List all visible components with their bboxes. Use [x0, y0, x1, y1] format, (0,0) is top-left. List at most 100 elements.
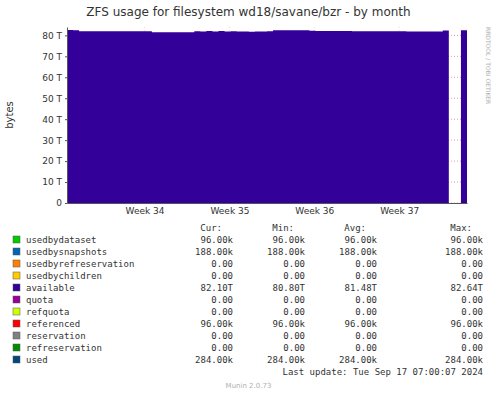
legend-label: usedbysnapshots	[26, 247, 107, 257]
tick-mark	[65, 77, 67, 78]
legend-value: 0.00	[211, 331, 233, 341]
legend-swatch	[13, 272, 20, 279]
x-axis: Week 34 Week 35 Week 36 Week 37	[68, 203, 468, 216]
y-axis: 0 10 T 20 T 30 T 40 T 50 T 60 T 70 T 80 T	[42, 28, 67, 209]
legend-value: 0.00	[461, 271, 483, 281]
legend-label: reservation	[26, 331, 86, 341]
legend-value: 82.64T	[450, 283, 483, 293]
tick-mark	[65, 119, 67, 120]
legend-swatch	[13, 320, 20, 327]
legend-value: 0.00	[355, 343, 377, 353]
plot-area	[67, 30, 467, 203]
title: ZFS usage for filesystem wd18/savane/bzr…	[86, 5, 410, 19]
legend-value: 284.00k	[445, 355, 484, 365]
tick-mark	[65, 35, 67, 36]
tick-mark	[65, 140, 67, 141]
tick-label: 80 T	[42, 31, 62, 41]
tick-mark	[65, 56, 67, 57]
legend-value: 0.00	[283, 295, 305, 305]
legend-label: usedbyrefreservation	[26, 259, 134, 269]
tick: Week 36	[295, 203, 334, 216]
legend-swatch	[13, 248, 20, 255]
legend-value: 0.00	[355, 331, 377, 341]
tick-label: 70 T	[42, 52, 62, 62]
tick: 70 T	[42, 52, 67, 62]
legend-label: used	[26, 355, 48, 365]
tick: 10 T	[42, 177, 67, 187]
tick-label: 20 T	[42, 156, 62, 166]
legend-header: Avg:	[344, 223, 366, 233]
legend-value: 188.00k	[267, 247, 306, 257]
legend-value: 0.00	[355, 295, 377, 305]
legend-value: 96.00k	[450, 235, 483, 245]
tick-mark	[65, 98, 67, 99]
legend-value: 188.00k	[445, 247, 484, 257]
tick: 60 T	[42, 73, 67, 83]
legend-value: 0.00	[283, 259, 305, 269]
legend-value: 0.00	[355, 259, 377, 269]
legend-swatch	[13, 260, 20, 267]
legend-value: 0.00	[211, 307, 233, 317]
watermark: RRDTOOL / TOBI OETIKER	[485, 27, 492, 104]
legend-swatch	[13, 332, 20, 339]
legend-value: 0.00	[461, 295, 483, 305]
area	[67, 30, 467, 203]
chart: ZFS usage for filesystem wd18/savane/bzr…	[0, 0, 497, 395]
legend-label: referenced	[26, 319, 80, 329]
legend-header: Max:	[450, 223, 472, 233]
tick-label: Week 37	[380, 206, 419, 216]
legend-value: 0.00	[283, 271, 305, 281]
legend-value: 0.00	[355, 271, 377, 281]
legend-value: 96.00k	[200, 235, 233, 245]
tick: 0	[56, 198, 67, 208]
legend-value: 96.00k	[272, 235, 305, 245]
legend-value: 0.00	[211, 295, 233, 305]
tick: Week 34	[126, 203, 165, 216]
tick-label: 40 T	[42, 115, 62, 125]
legend-value: 96.00k	[200, 319, 233, 329]
tick: 80 T	[42, 31, 67, 41]
legend-value: 284.00k	[267, 355, 306, 365]
tick-label: 60 T	[42, 73, 62, 83]
tick-label: Week 36	[295, 206, 334, 216]
legend-label: available	[26, 283, 75, 293]
version-note: Munin 2.0.73	[226, 382, 272, 390]
legend-value: 0.00	[355, 307, 377, 317]
tick-mark	[65, 203, 67, 204]
tick-label: 0	[56, 198, 62, 208]
legend-value: 96.00k	[344, 319, 377, 329]
tick: 30 T	[42, 136, 67, 146]
legend-value: 0.00	[461, 331, 483, 341]
legend-header: Min:	[272, 223, 294, 233]
tick: 50 T	[42, 94, 67, 104]
legend-swatch	[13, 344, 20, 351]
tick: Week 37	[380, 203, 419, 216]
legend-value: 81.48T	[344, 283, 377, 293]
legend-value: 0.00	[211, 271, 233, 281]
legend-value: 96.00k	[344, 235, 377, 245]
legend-value: 284.00k	[339, 355, 378, 365]
legend-label: quota	[26, 295, 53, 305]
legend-value: 0.00	[211, 259, 233, 269]
legend-label: refquota	[26, 307, 69, 317]
legend-value: 82.10T	[200, 283, 233, 293]
tick-mark	[65, 161, 67, 162]
tick: 20 T	[42, 156, 67, 166]
legend-value: 96.00k	[450, 319, 483, 329]
axis-line	[68, 203, 468, 204]
last-update: Last update: Tue Sep 17 07:00:07 2024	[283, 367, 483, 377]
legend-swatch	[13, 284, 20, 291]
legend-value: 188.00k	[339, 247, 378, 257]
tick-label: Week 35	[210, 206, 249, 216]
legend-value: 96.00k	[272, 319, 305, 329]
legend-swatch	[13, 236, 20, 243]
legend-value: 80.80T	[272, 283, 305, 293]
axis-line	[67, 28, 68, 204]
tick-label: 10 T	[42, 177, 62, 187]
legend-value: 0.00	[283, 307, 305, 317]
y-axis-title: bytes	[4, 101, 15, 129]
tick-label: 30 T	[42, 136, 62, 146]
legend-value: 0.00	[461, 259, 483, 269]
legend-value: 0.00	[461, 343, 483, 353]
legend-swatch	[13, 308, 20, 315]
